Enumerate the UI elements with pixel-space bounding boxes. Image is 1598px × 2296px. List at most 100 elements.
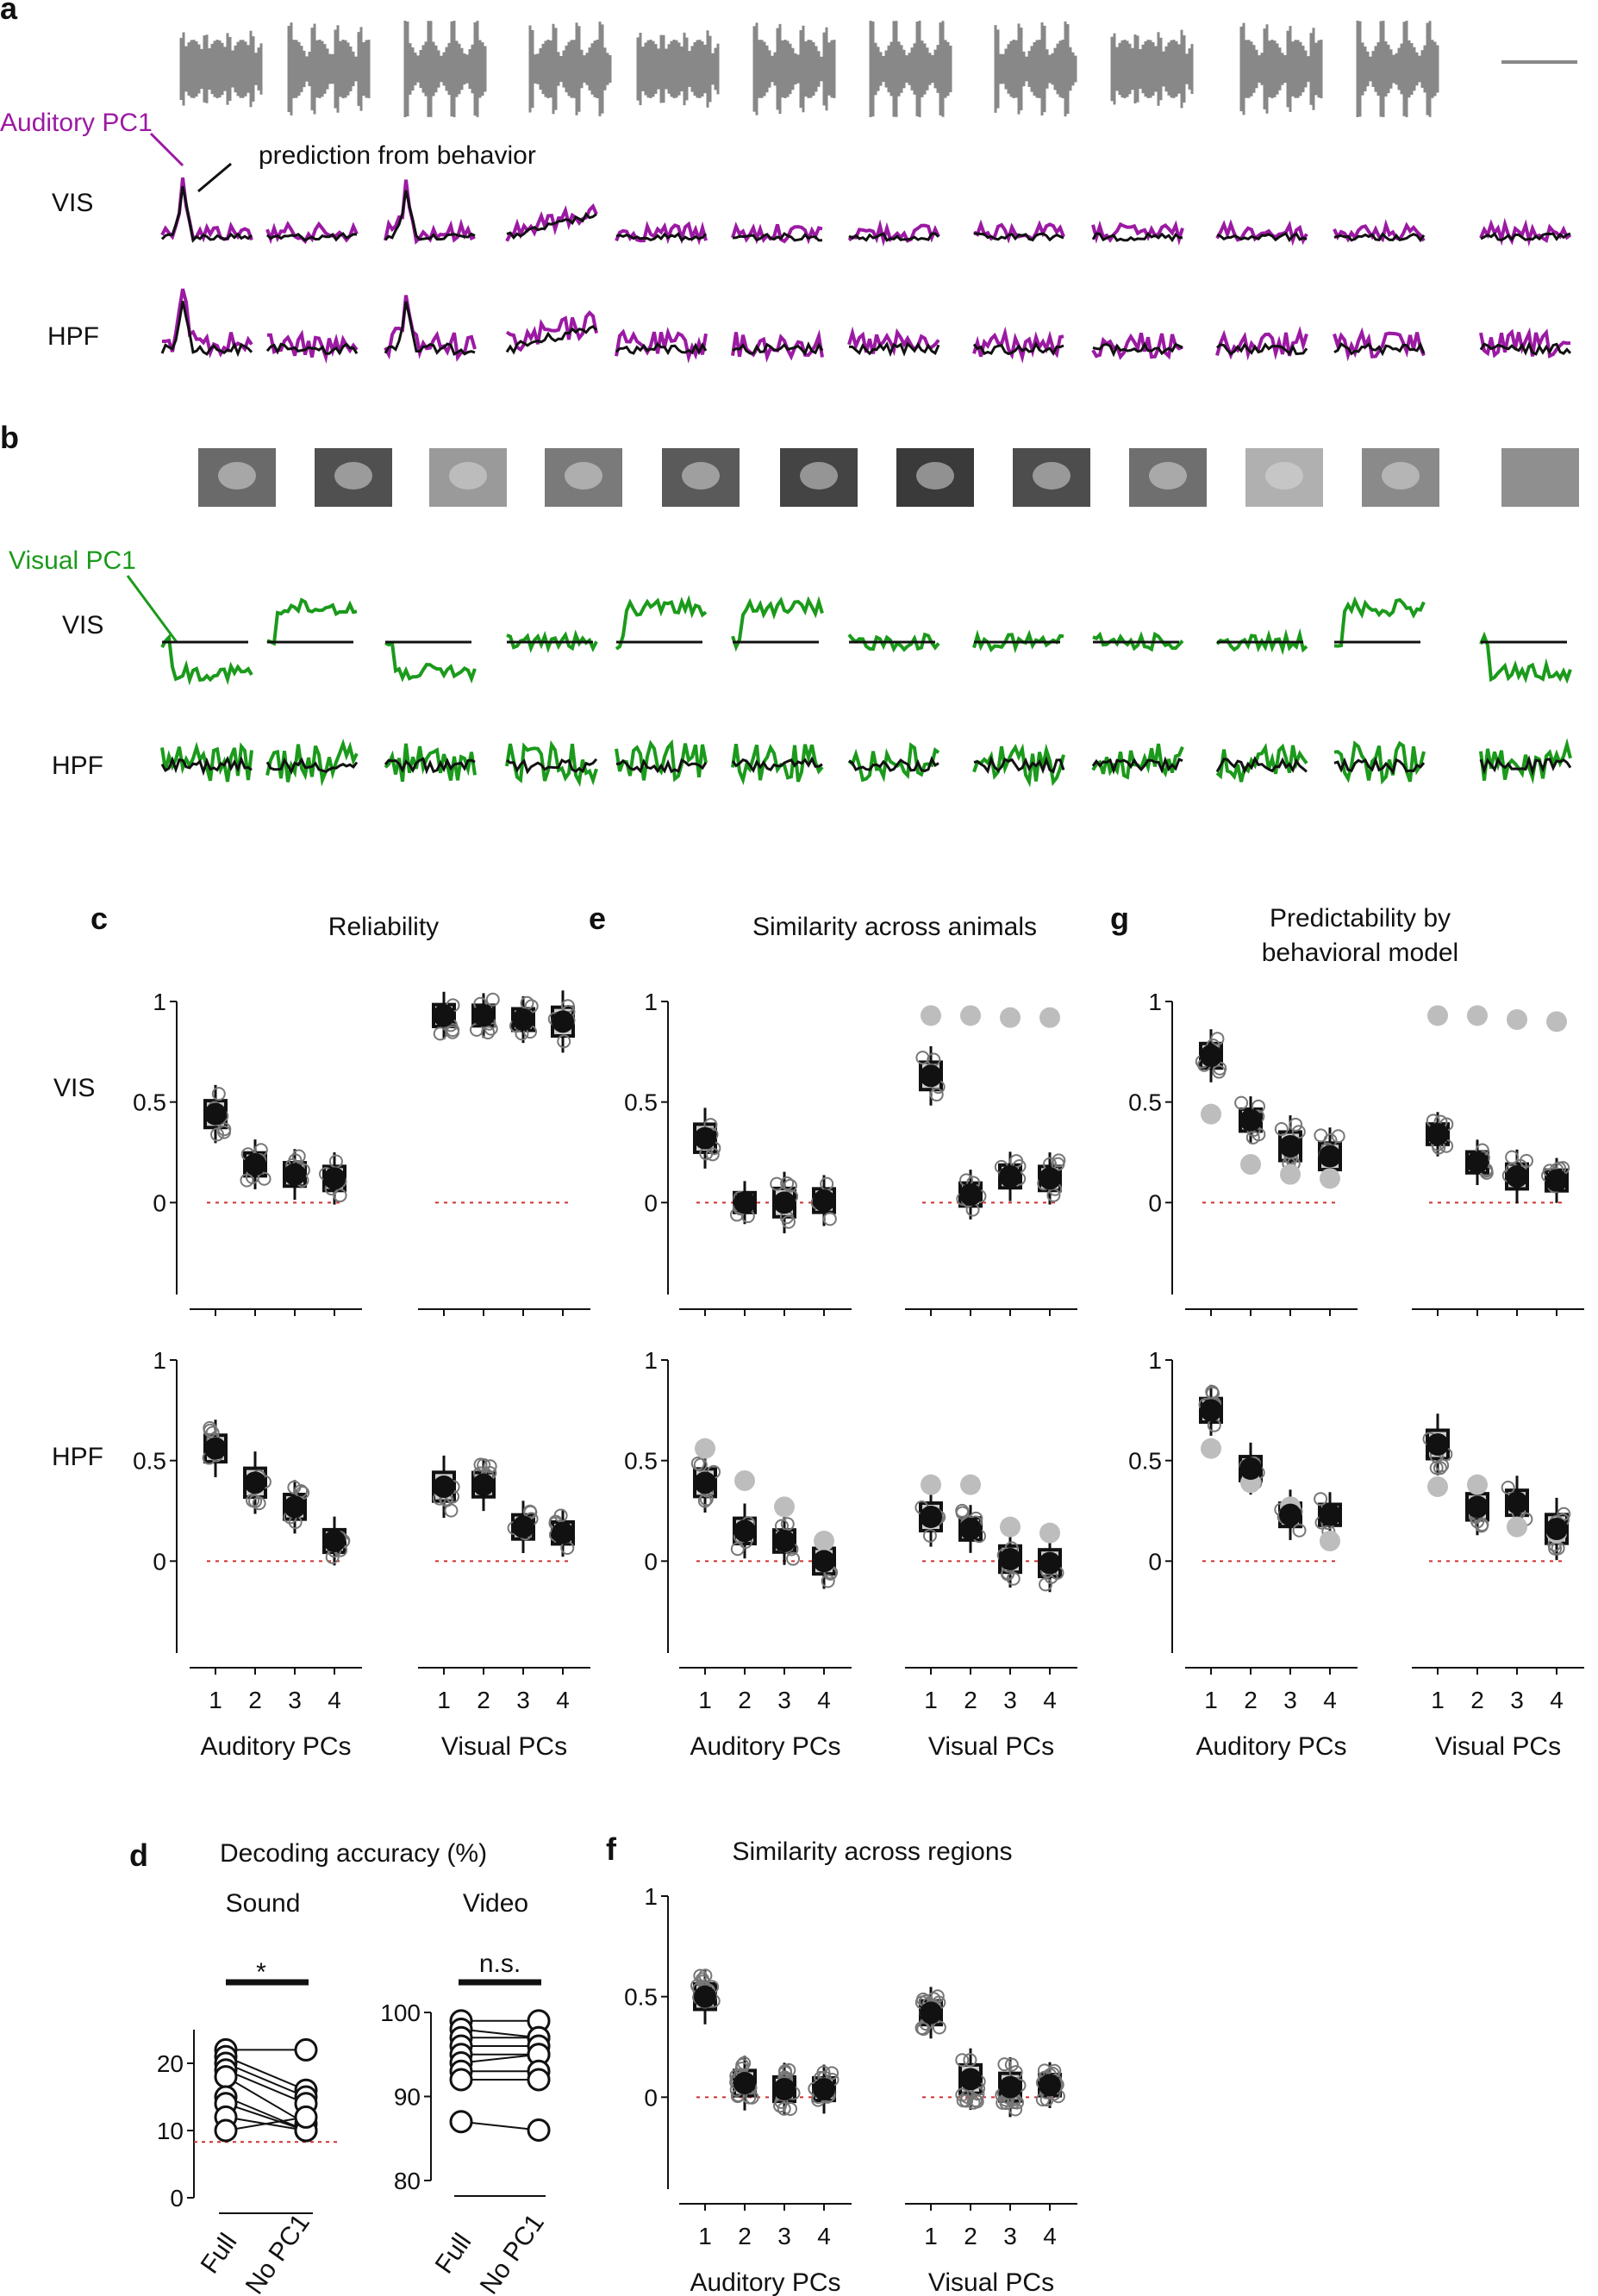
x-tick-label: 1 [437, 1687, 451, 1713]
prediction-trace-hpf [1215, 342, 1308, 356]
vis-visual-e-point [915, 1051, 930, 1065]
vis-auditory-g-point [1245, 1130, 1260, 1145]
vis-visual-g-point [1519, 1153, 1533, 1168]
video-frame-subject [1149, 462, 1187, 490]
x-group-label: Visual PCs [441, 1732, 567, 1761]
hpf-auditory-c-mean-marker [244, 1471, 266, 1494]
hpf-visual-g-point [1433, 1461, 1447, 1476]
auditory-pc1-trace-hpf [847, 326, 940, 357]
prediction-trace-hpf [972, 341, 1064, 357]
visual-pc1-trace-vis [1333, 596, 1426, 648]
y-tick-label: 1 [153, 989, 166, 1015]
panel-g-title-2: behavioral model [1262, 939, 1458, 967]
auditory-pc1-label: Auditory PC1 [0, 109, 153, 137]
f-visual-mean-marker [920, 2001, 942, 2025]
vis-visual-g-mean-marker [1545, 1169, 1568, 1192]
d-sound-xlabel-full: Full [196, 2228, 243, 2279]
x-group-label: Auditory PCs [690, 1732, 840, 1761]
hpf-visual-c-mean-marker [552, 1521, 574, 1544]
hpf-visual-g-reference-marker [1467, 1474, 1488, 1495]
y-tick-label: 0.5 [624, 1089, 658, 1116]
d-y-tick-label: 90 [394, 2084, 421, 2111]
hpf-auditory-c-mean-marker [323, 1530, 346, 1552]
vis-visual-c-point [557, 1034, 571, 1049]
x-tick-label: 4 [328, 1687, 341, 1713]
b-row-label-vis: VIS [62, 611, 103, 640]
sound-waveform [752, 22, 836, 115]
x-tick-label: 3 [516, 1687, 530, 1713]
prediction-trace-hpf [384, 301, 476, 356]
hpf-visual-c-mean-marker [512, 1515, 534, 1538]
x-tick-label: 1 [1431, 1687, 1445, 1713]
hpf-auditory-e-mean-marker [694, 1471, 716, 1494]
y-tick-label: 1 [644, 1347, 658, 1374]
video-frame-subject [218, 462, 256, 490]
vis-auditory-g-reference-marker [1280, 1164, 1301, 1185]
vis-visual-g-mean-marker [1466, 1151, 1489, 1174]
hpf-auditory-g-reference-marker [1201, 1438, 1221, 1459]
hpf-visual-e-reference-marker [921, 1474, 941, 1495]
hpf-auditory-c-mean-marker [284, 1495, 306, 1519]
d-pair-line [225, 2062, 307, 2098]
prediction-trace-vis [1216, 232, 1308, 243]
prediction-trace-hpf [384, 757, 476, 775]
prediction-trace-vis [1480, 232, 1571, 242]
vis-auditory-e-point [770, 1176, 784, 1191]
hpf-visual-g-point [1501, 1481, 1515, 1495]
prediction-trace-hpf [731, 756, 823, 773]
visual-pc1-trace-vis [731, 596, 824, 652]
prediction-trace-hpf [1215, 756, 1308, 775]
vis-auditory-g-reference-marker [1320, 1168, 1340, 1189]
y-tick-label: 0.5 [624, 1448, 658, 1475]
prediction-trace-hpf [848, 756, 939, 772]
vis-auditory-g-mean-marker [1279, 1135, 1301, 1157]
prediction-trace-hpf [160, 301, 253, 358]
hpf-auditory-e-reference-marker [814, 1531, 834, 1551]
x-group-label: Auditory PCs [200, 1732, 351, 1761]
prediction-trace-vis [615, 232, 708, 243]
vis-visual-c-mean-marker [472, 1004, 495, 1027]
vis-visual-c-point [485, 992, 500, 1007]
y-tick-label: 0 [644, 2084, 658, 2111]
video-frame-subject [565, 462, 602, 490]
x-tick-label: 3 [288, 1687, 302, 1713]
d-y-tick-label: 80 [394, 2168, 421, 2194]
vis-visual-e-mean-marker [959, 1183, 982, 1206]
hpf-auditory-g-mean-marker [1200, 1399, 1222, 1422]
cg-row-label-vis: VIS [53, 1074, 95, 1102]
x-tick-label: 3 [777, 2223, 791, 2249]
vis-auditory-g-point [1274, 1121, 1289, 1136]
f-visual-point [963, 2053, 977, 2068]
hpf-visual-c-mean-marker [433, 1476, 455, 1498]
vis-visual-e-reference-marker [960, 1005, 981, 1026]
hpf-visual-e-point [955, 1503, 970, 1518]
f-visual-point [955, 2087, 970, 2102]
prediction-trace-hpf [265, 757, 359, 775]
prediction-trace-vis [848, 232, 940, 242]
hpf-visual-e-point [922, 1528, 937, 1543]
d-nopc1-marker [294, 2105, 318, 2129]
video-frame-subject [800, 462, 838, 490]
vis-visual-g-reference-marker [1507, 1009, 1527, 1030]
d-pair-line [225, 2096, 307, 2131]
prediction-trace-hpf [160, 755, 253, 777]
x-tick-label: 1 [698, 2223, 712, 2249]
hpf-visual-g-mean-marker [1545, 1518, 1568, 1540]
hpf-visual-g-mean-marker [1426, 1433, 1449, 1456]
hpf-visual-e-point [1039, 1577, 1053, 1592]
vis-visual-e-reference-marker [1000, 1007, 1021, 1028]
auditory-pc1-trace-hpf [1333, 327, 1426, 362]
hpf-visual-e-mean-marker [999, 1548, 1021, 1570]
panel-letter-f: f [606, 1831, 617, 1867]
panel-f-title: Similarity across regions [732, 1837, 1012, 1866]
a-row-label-vis: VIS [52, 189, 93, 217]
d-pair-line [225, 2102, 307, 2131]
vis-visual-e-mean-marker [999, 1165, 1021, 1188]
x-tick-label: 3 [1510, 1687, 1524, 1713]
y-tick-label: 0.5 [1128, 1448, 1162, 1475]
hpf-visual-g-point [1557, 1507, 1571, 1521]
x-tick-label: 4 [817, 2223, 831, 2249]
auditory-pc1-trace-hpf [505, 309, 598, 353]
d-full-marker [214, 2065, 238, 2089]
hpf-auditory-g-mean-marker [1239, 1457, 1262, 1480]
